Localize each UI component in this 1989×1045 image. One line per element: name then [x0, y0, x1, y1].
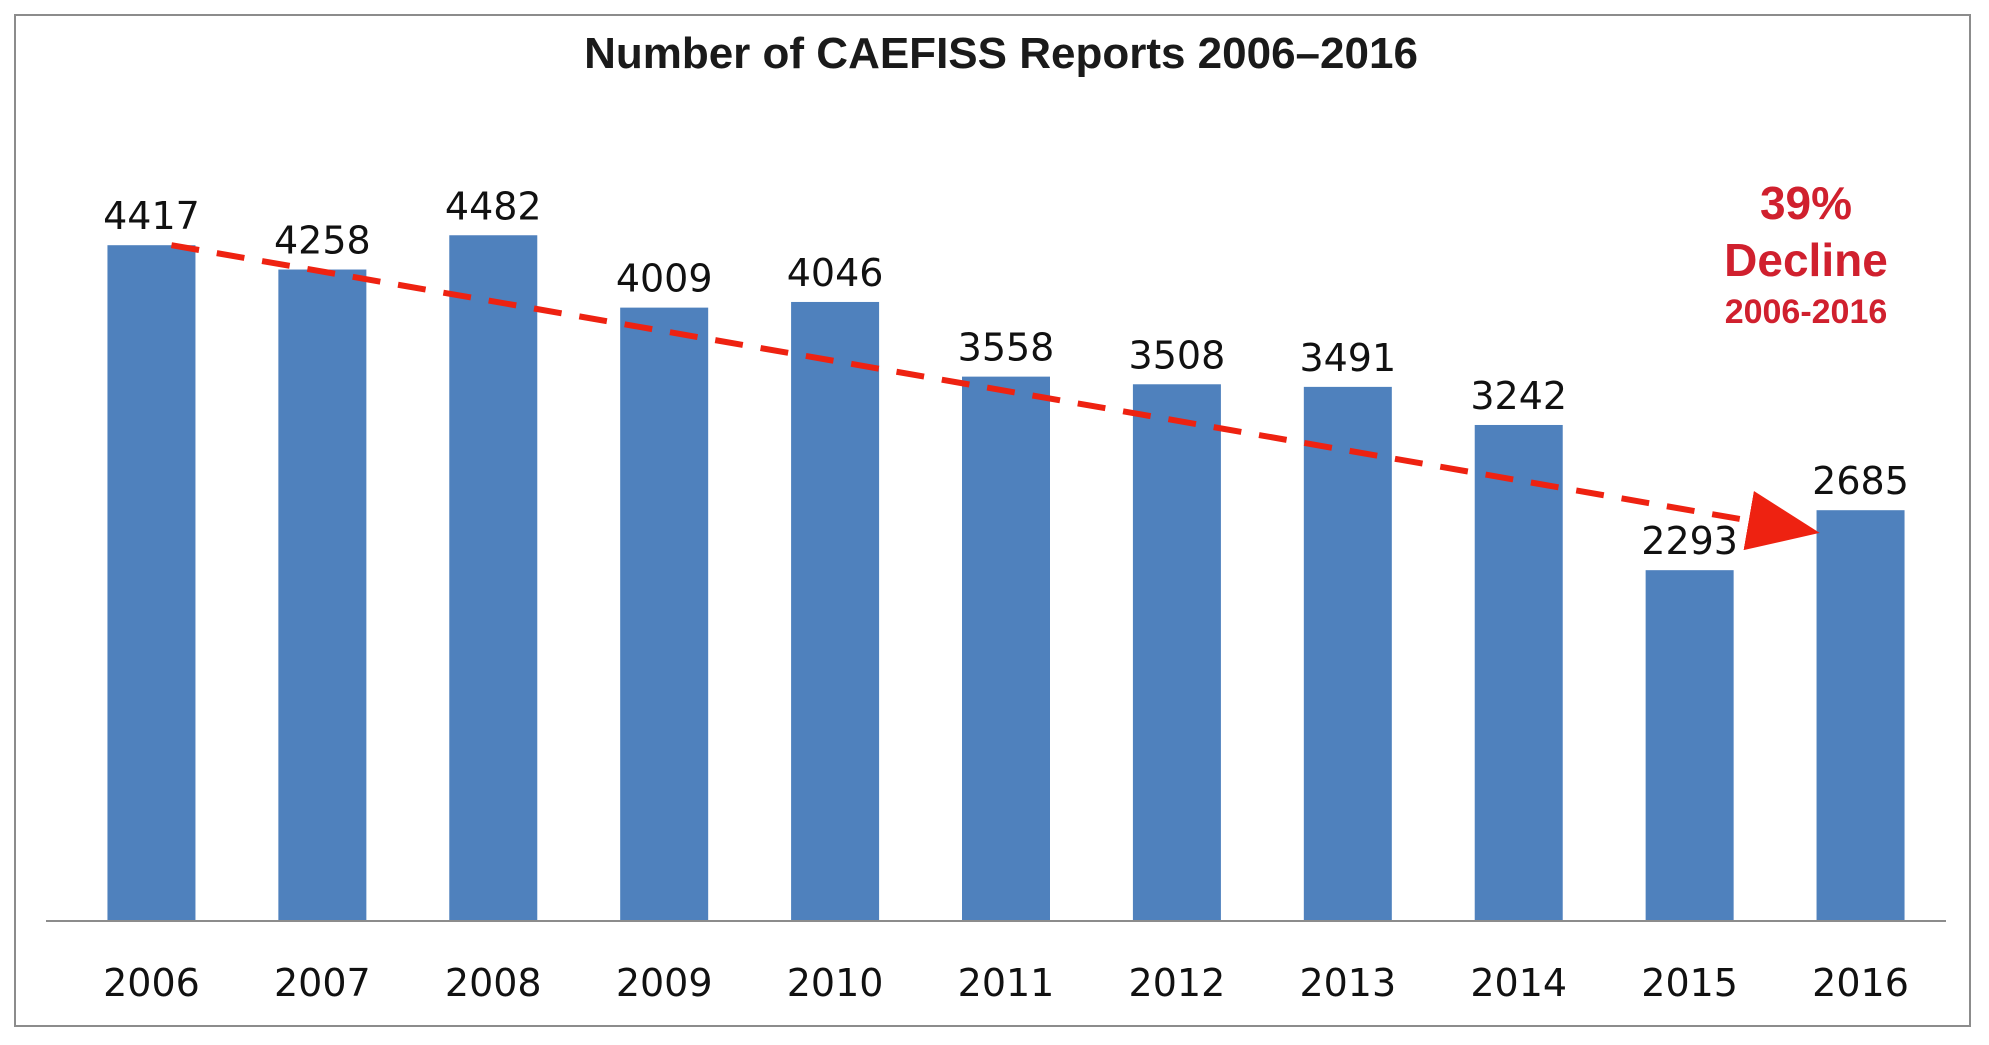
bar-2016	[1816, 510, 1905, 921]
x-tick-label-2012: 2012	[1129, 961, 1226, 1005]
decline-percent: 39%	[1760, 177, 1852, 229]
value-label-2008: 4482	[445, 184, 542, 228]
x-tick-label-2009: 2009	[616, 961, 713, 1005]
bar-2014	[1474, 424, 1563, 921]
bar-2015	[1645, 570, 1734, 921]
trend-arrow	[170, 242, 1820, 551]
x-tick-label-2010: 2010	[787, 961, 884, 1005]
x-tick-label-2007: 2007	[274, 961, 371, 1005]
bar-2007	[278, 269, 367, 921]
chart-frame: Number of CAEFISS Reports 2006–2016 4417…	[14, 14, 1971, 1027]
bar-2008	[449, 235, 538, 921]
value-label-2012: 3508	[1129, 333, 1226, 377]
value-label-2011: 3558	[958, 326, 1055, 370]
x-tick-label-2016: 2016	[1812, 961, 1909, 1005]
bar-chart: Number of CAEFISS Reports 2006–2016 4417…	[46, 29, 1946, 1005]
chart-title: Number of CAEFISS Reports 2006–2016	[584, 29, 1418, 78]
bar-2009	[620, 307, 709, 921]
value-label-2006: 4417	[103, 194, 200, 238]
x-tick-label-2013: 2013	[1299, 961, 1396, 1005]
value-label-2010: 4046	[787, 251, 884, 295]
value-label-2016: 2685	[1812, 459, 1909, 503]
value-label-2007: 4258	[274, 219, 371, 263]
value-label-2009: 4009	[616, 257, 713, 301]
x-tick-label-2006: 2006	[103, 961, 200, 1005]
bars-group	[107, 235, 1905, 922]
bar-2013	[1303, 386, 1392, 921]
decline-annotation: 39% Decline 2006-2016	[1724, 177, 1888, 331]
decline-period: 2006-2016	[1725, 293, 1888, 331]
bar-2012	[1132, 384, 1221, 921]
bar-2011	[962, 376, 1050, 922]
bar-2010	[791, 301, 880, 921]
value-label-2014: 3242	[1470, 374, 1567, 418]
x-tick-label-2014: 2014	[1470, 961, 1567, 1005]
value-label-2013: 3491	[1299, 336, 1396, 380]
x-tick-label-2015: 2015	[1641, 961, 1738, 1005]
x-tick-label-2011: 2011	[958, 961, 1055, 1005]
decline-label: Decline	[1724, 234, 1888, 286]
value-labels-group: 4417 4258 4482 4009 4046 3558 3508 3491 3242 2293…	[103, 184, 1909, 563]
value-label-2015: 2293	[1641, 519, 1738, 563]
x-tick-label-2008: 2008	[445, 961, 542, 1005]
bar-2006	[107, 245, 196, 922]
x-tick-labels-group: 2006 2007 2008 2009 2010 2011 2012 2013 2014 2015…	[103, 961, 1909, 1005]
